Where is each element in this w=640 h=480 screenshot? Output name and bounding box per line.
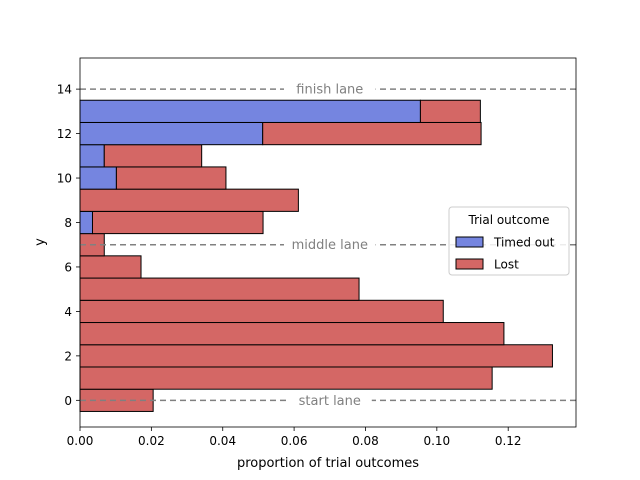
legend-swatch-0 [455, 236, 484, 248]
legend: Trial outcome Timed out Lost [448, 206, 570, 276]
bar-lost-3 [79, 322, 505, 346]
y-tick-label-1: 2 [64, 349, 72, 363]
y-axis-label: y [33, 238, 48, 246]
x-tick-label-3: 0.06 [281, 434, 308, 448]
x-tick-label-6: 0.12 [495, 434, 522, 448]
legend-swatch-1 [455, 258, 484, 270]
bar-lost-6 [79, 255, 142, 279]
bar-lost-8 [91, 210, 264, 235]
y-tick-label-6: 12 [57, 127, 72, 141]
x-axis: 0.00 0.02 0.04 0.06 0.08 0.10 0.12 [67, 427, 522, 448]
reference-lines: start lane middle lane finish lane [80, 81, 576, 409]
y-tick-label-0: 0 [64, 394, 72, 408]
reference-label-background-1 [283, 236, 376, 253]
reference-label-background-2 [283, 81, 376, 98]
bar-timed-out-11 [79, 144, 105, 168]
bar-lost-4 [79, 299, 444, 324]
bar-timed-out-13 [79, 99, 421, 123]
axes-frame [79, 57, 577, 428]
bar-lost-9 [79, 188, 299, 212]
x-tick-label-0: 0.00 [67, 434, 94, 448]
reference-line-label-0: start lane [299, 394, 361, 409]
y-tick-label-2: 4 [64, 305, 72, 319]
legend-box [448, 206, 570, 276]
reference-line-label-2: finish lane [296, 83, 363, 98]
bar-lost-13 [419, 99, 481, 123]
bar-lost-11 [103, 144, 203, 168]
x-tick-label-5: 0.10 [423, 434, 450, 448]
legend-label-0: Timed out [493, 236, 555, 250]
x-axis-label: proportion of trial outcomes [237, 456, 419, 471]
bar-timed-out-12 [79, 121, 264, 146]
bar-lost-10 [115, 166, 227, 190]
x-tick-label-2: 0.04 [209, 434, 236, 448]
legend-title: Trial outcome [468, 213, 550, 227]
reference-line-label-1: middle lane [292, 238, 368, 253]
x-tick-label-4: 0.08 [352, 434, 379, 448]
y-tick-label-5: 10 [57, 172, 72, 186]
bar-lost-2 [79, 344, 553, 368]
reference-label-background-0 [287, 392, 372, 409]
bar-lost-12 [262, 121, 482, 146]
bar-lost-1 [79, 366, 493, 390]
bar-timed-out-10 [79, 166, 117, 190]
bar-timed-out-8 [79, 210, 93, 235]
legend-label-1: Lost [494, 258, 519, 272]
y-tick-label-4: 8 [64, 216, 72, 230]
y-tick-label-3: 6 [64, 260, 72, 274]
bar-lost-5 [79, 277, 360, 301]
x-tick-label-1: 0.02 [138, 434, 165, 448]
y-tick-label-7: 14 [57, 83, 72, 97]
y-axis: 0 2 4 6 8 10 12 14 [57, 83, 80, 408]
